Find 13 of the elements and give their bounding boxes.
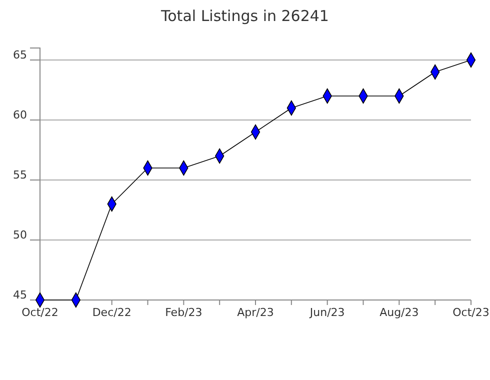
x-tick-label: Feb/23 [165,306,202,319]
chart-title: Total Listings in 26241 [160,7,329,25]
y-tick-label: 50 [13,228,27,242]
x-tick-label: Dec/22 [92,306,132,319]
y-tick-label: 55 [13,168,27,182]
y-tick-label: 60 [13,108,27,122]
x-tick-label: Oct/22 [22,306,58,319]
x-tick-label: Apr/23 [237,306,274,319]
x-tick-label: Aug/23 [380,306,419,319]
x-tick-label: Oct/23 [452,306,490,319]
y-tick-label: 45 [13,288,27,302]
y-tick-label: 65 [13,48,27,62]
x-tick-label: Jun/23 [308,306,345,319]
